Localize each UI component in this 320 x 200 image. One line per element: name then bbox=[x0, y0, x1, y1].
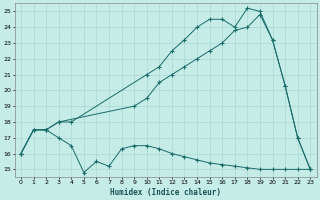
X-axis label: Humidex (Indice chaleur): Humidex (Indice chaleur) bbox=[110, 188, 221, 197]
